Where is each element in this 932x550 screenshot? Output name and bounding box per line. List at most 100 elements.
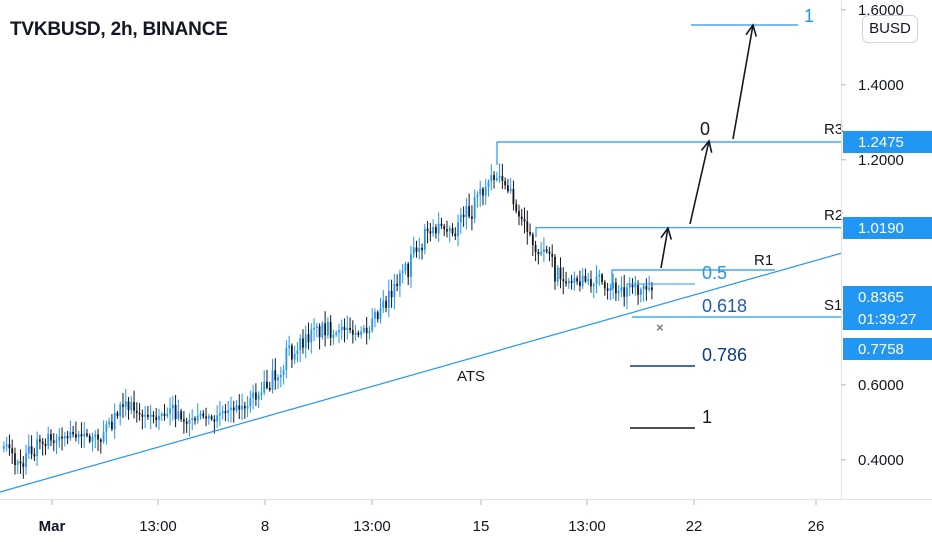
candle-body — [554, 256, 556, 282]
candle-body — [58, 436, 61, 441]
candle-body — [426, 228, 429, 232]
candle-body — [551, 253, 554, 257]
candle-body — [238, 405, 241, 410]
candle-body — [44, 443, 47, 447]
candle-body — [548, 251, 551, 254]
candle-body — [601, 274, 603, 283]
candle-body — [77, 434, 80, 438]
candle-body — [249, 398, 252, 407]
candle-body — [385, 300, 387, 308]
candle-body — [479, 188, 482, 195]
candle-body — [598, 274, 601, 277]
fib-label-0: 0 — [700, 119, 710, 139]
candle-body — [587, 279, 590, 282]
candle-body — [210, 416, 213, 420]
candle-body — [277, 377, 279, 381]
candle-body — [288, 345, 291, 348]
candle-body — [315, 326, 318, 328]
price-axis[interactable]: 1.6000 1.4000 1.2000 0.6000 0.4000 1.2475 1.01… — [0, 0, 932, 500]
candle-body — [429, 231, 432, 234]
candle-body — [113, 412, 116, 430]
time-tick-label: 22 — [686, 518, 703, 535]
candle-body — [160, 413, 163, 416]
candle-body — [457, 222, 459, 237]
candle-body — [590, 279, 592, 287]
candle-body — [473, 197, 476, 219]
candle-body — [99, 439, 102, 442]
time-axis[interactable]: Mar 13:00 8 13:00 15 13:00 22 26 — [39, 500, 825, 535]
candle-body — [94, 434, 97, 437]
candle-body — [354, 332, 357, 335]
fib-label-1-top: 1 — [804, 6, 814, 26]
candle-body — [25, 453, 27, 467]
candle-body — [180, 411, 183, 420]
candle-body — [313, 327, 315, 330]
candle-body — [14, 453, 16, 466]
candle-body — [243, 405, 246, 409]
candle-body — [185, 421, 188, 424]
candle-body — [8, 444, 11, 449]
projection-arrow-3 — [732, 24, 754, 140]
candle-body — [39, 439, 41, 442]
candle-body — [401, 270, 404, 274]
candle-body — [257, 394, 260, 400]
candle-body — [72, 431, 75, 435]
candle-body — [407, 263, 410, 278]
time-tick-label: 13:00 — [568, 518, 606, 535]
candle-body — [47, 433, 50, 447]
candle-body — [291, 345, 293, 360]
candle-body — [531, 234, 534, 245]
candle-body — [183, 419, 185, 422]
candle-body — [371, 318, 374, 331]
candle-body — [573, 278, 576, 283]
candle-body — [490, 175, 493, 182]
candle-body — [318, 326, 321, 338]
candle-body — [515, 204, 518, 212]
candle-body — [493, 175, 495, 181]
candle-body — [335, 332, 338, 335]
price-badge-bg — [843, 131, 932, 153]
candle-body — [376, 312, 379, 320]
range-box — [626, 283, 695, 297]
candle-body — [576, 278, 579, 282]
candle-body — [91, 436, 94, 442]
candle-body — [86, 433, 88, 436]
projection-arrow-2-head — [700, 139, 713, 153]
candle-body — [382, 300, 385, 308]
candle-body — [169, 408, 171, 414]
candle-body — [191, 418, 194, 420]
candle-body — [523, 219, 526, 222]
pivot-level-r2 — [535, 227, 842, 237]
candle-body — [41, 441, 44, 444]
candle-body — [495, 178, 498, 181]
projection-arrow-1 — [660, 227, 669, 269]
candle-body — [482, 188, 484, 196]
candle-body — [501, 175, 504, 182]
candle-body — [324, 323, 327, 336]
candle-body — [387, 290, 390, 308]
candle-body — [296, 350, 299, 354]
candle-body — [174, 404, 177, 419]
candle-body — [559, 267, 562, 280]
candle-body — [637, 285, 639, 295]
projection-arrow-3-head — [745, 23, 758, 37]
candle-body — [404, 263, 407, 271]
candle-body — [285, 347, 288, 371]
candle-body — [268, 387, 271, 390]
candle-body — [595, 276, 598, 285]
candle-body — [415, 247, 418, 252]
candle-body — [199, 413, 202, 416]
candle-body — [440, 223, 443, 226]
time-tick-label: 8 — [261, 518, 269, 535]
candle-body — [412, 247, 415, 255]
candle-body — [484, 187, 487, 196]
candle-body — [448, 228, 451, 232]
candle-body — [116, 412, 119, 417]
candle-body — [33, 454, 36, 457]
price-tick-label: 0.4000 — [858, 452, 904, 469]
candle-body — [606, 288, 609, 291]
currency-badge[interactable]: BUSD — [862, 15, 918, 43]
candle-body — [213, 419, 216, 422]
symbol-title[interactable]: TVKBUSD, 2h, BINANCE — [10, 19, 228, 40]
